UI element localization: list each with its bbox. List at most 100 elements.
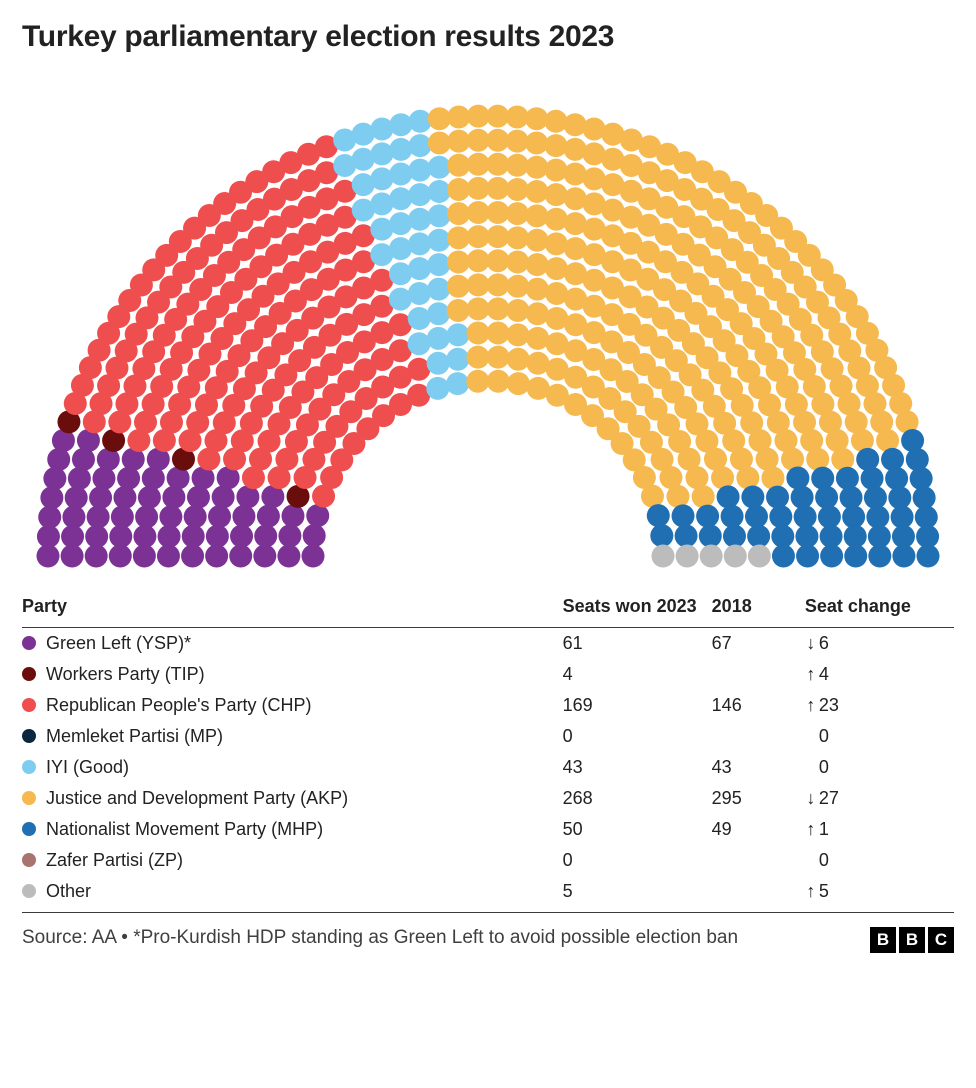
seat-dot: [745, 505, 768, 528]
table-row: Workers Party (TIP)4↑4: [22, 659, 954, 690]
seat-dot: [676, 545, 699, 568]
seat-dot: [467, 249, 490, 272]
seat-dot: [525, 180, 548, 203]
party-cell: Workers Party (TIP): [22, 659, 563, 690]
seat-dot: [836, 467, 859, 490]
seat-dot: [672, 504, 695, 527]
seat-dot: [724, 545, 747, 568]
seat-dot: [868, 545, 891, 568]
seat-dot: [487, 322, 510, 345]
seat-dot: [447, 154, 470, 177]
seat-dot: [666, 485, 689, 508]
seat-dot: [43, 467, 66, 490]
change-value: 4: [819, 664, 829, 684]
seat-dot: [408, 307, 431, 330]
party-swatch: [22, 636, 36, 650]
seat-dot: [486, 297, 509, 320]
seat-change: 0: [805, 752, 954, 783]
seat-dot: [747, 525, 770, 548]
table-row: Memleket Partisi (MP)00: [22, 721, 954, 752]
seat-dot: [815, 486, 838, 509]
seat-dot: [717, 485, 740, 508]
seat-dot: [113, 486, 136, 509]
seat-change: ↑23: [805, 690, 954, 721]
seat-dot: [159, 505, 182, 528]
seat-dot: [109, 545, 132, 568]
party-cell: Other: [22, 876, 563, 913]
seat-dot: [467, 201, 490, 224]
seat-dot: [427, 352, 450, 375]
seat-dot: [692, 485, 715, 508]
seat-change: ↑5: [805, 876, 954, 913]
seat-dot: [861, 467, 884, 490]
seat-dot: [721, 505, 744, 528]
seat-dot: [771, 525, 794, 548]
seat-dot: [487, 370, 510, 393]
seat-dot: [723, 525, 746, 548]
table-row: Republican People's Party (CHP)169146↑23: [22, 690, 954, 721]
col-header-party: Party: [22, 586, 563, 628]
seat-dot: [389, 163, 412, 186]
seat-dot: [487, 346, 510, 369]
change-value: 0: [819, 850, 829, 870]
seat-dot: [205, 545, 228, 568]
table-row: Green Left (YSP)*6167↓6: [22, 628, 954, 660]
seats-2018: [712, 721, 805, 752]
seat-dot: [486, 273, 509, 296]
seat-dot: [699, 524, 722, 547]
seat-dot: [881, 448, 904, 471]
party-name: Other: [46, 881, 91, 901]
seat-change: ↓6: [805, 628, 954, 660]
seats-2023: 4: [563, 659, 712, 690]
seat-dot: [447, 323, 470, 346]
seat-dot: [525, 131, 548, 154]
seat-dot: [254, 524, 277, 547]
seat-dot: [427, 253, 450, 276]
seat-dot: [525, 107, 548, 130]
seat-dot: [427, 302, 450, 325]
seat-dot: [278, 524, 301, 547]
seat-dot: [162, 486, 185, 509]
seat-dot: [545, 208, 568, 231]
seat-dot: [409, 110, 432, 133]
seat-dot: [446, 348, 469, 371]
table-row: Zafer Partisi (ZP)00: [22, 845, 954, 876]
seat-dot: [526, 302, 549, 325]
seat-dot: [181, 545, 204, 568]
seat-dot: [791, 486, 814, 509]
seat-dot: [133, 525, 156, 548]
seat-dot: [446, 372, 469, 395]
seat-dot: [133, 545, 156, 568]
seat-dot: [408, 257, 431, 280]
seat-dot: [428, 204, 451, 227]
seat-dot: [389, 237, 412, 260]
seat-dot: [917, 545, 940, 568]
seat-change: ↑4: [805, 659, 954, 690]
seats-2023: 50: [563, 814, 712, 845]
seat-dot: [885, 467, 908, 490]
seat-dot: [545, 183, 568, 206]
seat-dot: [40, 486, 63, 509]
seat-dot: [428, 131, 451, 154]
table-header-row: Party Seats won 2023 2018 Seat change: [22, 586, 954, 628]
seat-dot: [467, 177, 490, 200]
seat-dot: [62, 506, 85, 529]
arrow-down-icon: ↓: [805, 633, 817, 654]
seat-dot: [187, 486, 210, 509]
seat-dot: [794, 505, 817, 528]
seat-dot: [447, 202, 470, 225]
seat-dot: [389, 187, 412, 210]
seat-dot: [208, 505, 231, 528]
seat-dot: [910, 467, 933, 490]
seat-dot: [111, 505, 134, 528]
col-header-change: Seat change: [805, 586, 954, 628]
seat-dot: [545, 232, 568, 255]
seat-dot: [866, 505, 889, 528]
seat-dot: [811, 467, 834, 490]
change-value: 5: [819, 881, 829, 901]
seat-dot: [526, 327, 549, 350]
col-header-seats-2023: Seats won 2023: [563, 586, 712, 628]
seat-dot: [507, 372, 530, 395]
seat-dot: [675, 524, 698, 547]
seat-dot: [796, 545, 819, 568]
